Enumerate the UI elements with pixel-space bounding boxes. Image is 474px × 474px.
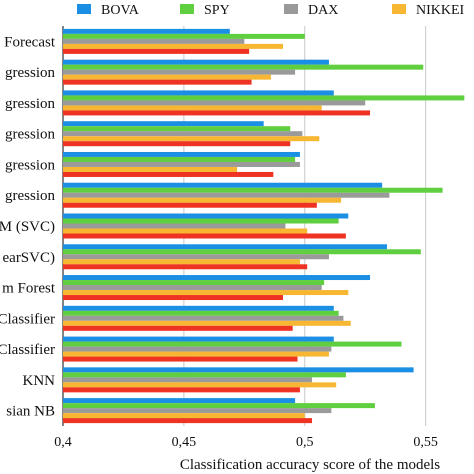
bar-bova [63,336,334,342]
bar-bova [63,59,329,65]
bar-nikkei [63,197,342,203]
bar-nikkei [63,290,349,296]
bar-nikkei [63,320,351,326]
category-labels: Forecast gression gression gression gression… [0,34,56,419]
category-label: gression [5,96,55,112]
bar-spy [63,156,296,162]
bar-bova [63,244,387,250]
bar-dax [63,408,332,414]
x-tick-label: 0,45 [172,435,197,450]
bar-spy [63,126,291,132]
bar-nikkei [63,228,308,234]
bar-bova [63,305,334,311]
bar-nikkei [63,43,284,49]
category-label: Classifier [0,311,55,327]
bar-nikkei [63,351,329,357]
bar-series-5 [63,264,308,270]
legend: BOVA SPY DAX NIKKEI [77,3,465,18]
bar-dax [63,315,344,321]
bar-series-5 [63,387,300,393]
bar-spy [63,95,465,101]
bar-bova [63,275,371,281]
bar-nikkei [63,413,305,419]
bar-series-5 [63,79,252,85]
bar-bova [63,28,230,34]
x-tick-label: 0,5 [296,435,314,450]
legend-swatch [392,4,406,14]
bar-series-5 [63,325,293,331]
category-label: gression [5,127,55,143]
bar-nikkei [63,259,300,265]
bar-dax [63,192,390,198]
bar-spy [63,372,346,378]
bars [63,28,465,424]
legend-swatch [180,4,194,14]
bar-bova [63,182,383,188]
bar-nikkei [63,382,337,388]
bar-dax [63,161,300,167]
category-label: earSVC) [3,250,56,266]
category-label: Forecast [4,34,56,50]
legend-label: SPY [204,3,230,18]
legend-label: BOVA [101,3,140,18]
bar-dax [63,285,322,291]
bar-bova [63,121,264,127]
x-axis-title: Classification accuracy score of the mod… [180,457,440,473]
bar-nikkei [63,105,322,111]
x-tick-label: 0,4 [54,435,72,450]
x-tick-label: 0,55 [413,435,438,450]
bar-spy [63,341,402,347]
bar-dax [63,346,332,352]
category-label: M (SVC) [0,219,55,235]
bar-series-5 [63,233,346,239]
bar-spy [63,310,339,316]
bar-dax [63,223,286,229]
x-tick-labels: 0,4 0,45 0,5 0,55 [54,435,438,450]
bar-series-5 [63,171,274,177]
category-label: sian NB [6,404,55,420]
bar-bova [63,90,334,96]
bar-nikkei [63,166,238,172]
bar-bova [63,398,296,404]
bar-series-5 [63,48,250,54]
legend-swatch [284,4,298,14]
category-label: gression [5,188,55,204]
bar-bova [63,367,414,373]
bar-series-5 [63,110,371,116]
bar-series-5 [63,295,284,301]
bar-nikkei [63,136,320,142]
category-label: KNN [23,373,56,389]
bar-spy [63,249,421,255]
bar-dax [63,38,245,44]
bar-dax [63,69,296,75]
category-label: gression [5,65,55,81]
bar-spy [63,64,424,70]
bar-spy [63,403,375,409]
category-label: gression [5,157,55,173]
bar-dax [63,377,313,383]
bar-series-5 [63,418,313,424]
bar-series-5 [63,356,298,362]
bar-dax [63,100,366,106]
bar-series-5 [63,202,317,208]
bar-spy [63,33,305,39]
bar-series-5 [63,141,291,147]
category-label: m Forest [2,281,56,297]
category-label: Classifier [0,342,55,358]
bar-bova [63,213,349,219]
bar-spy [63,218,339,224]
bar-spy [63,187,443,193]
legend-label: DAX [308,3,338,18]
bar-spy [63,280,325,286]
legend-swatch [77,4,91,14]
bar-dax [63,254,329,260]
bar-nikkei [63,74,271,80]
legend-label: NIKKEI [416,3,465,18]
bar-bova [63,151,300,157]
bar-dax [63,131,303,137]
